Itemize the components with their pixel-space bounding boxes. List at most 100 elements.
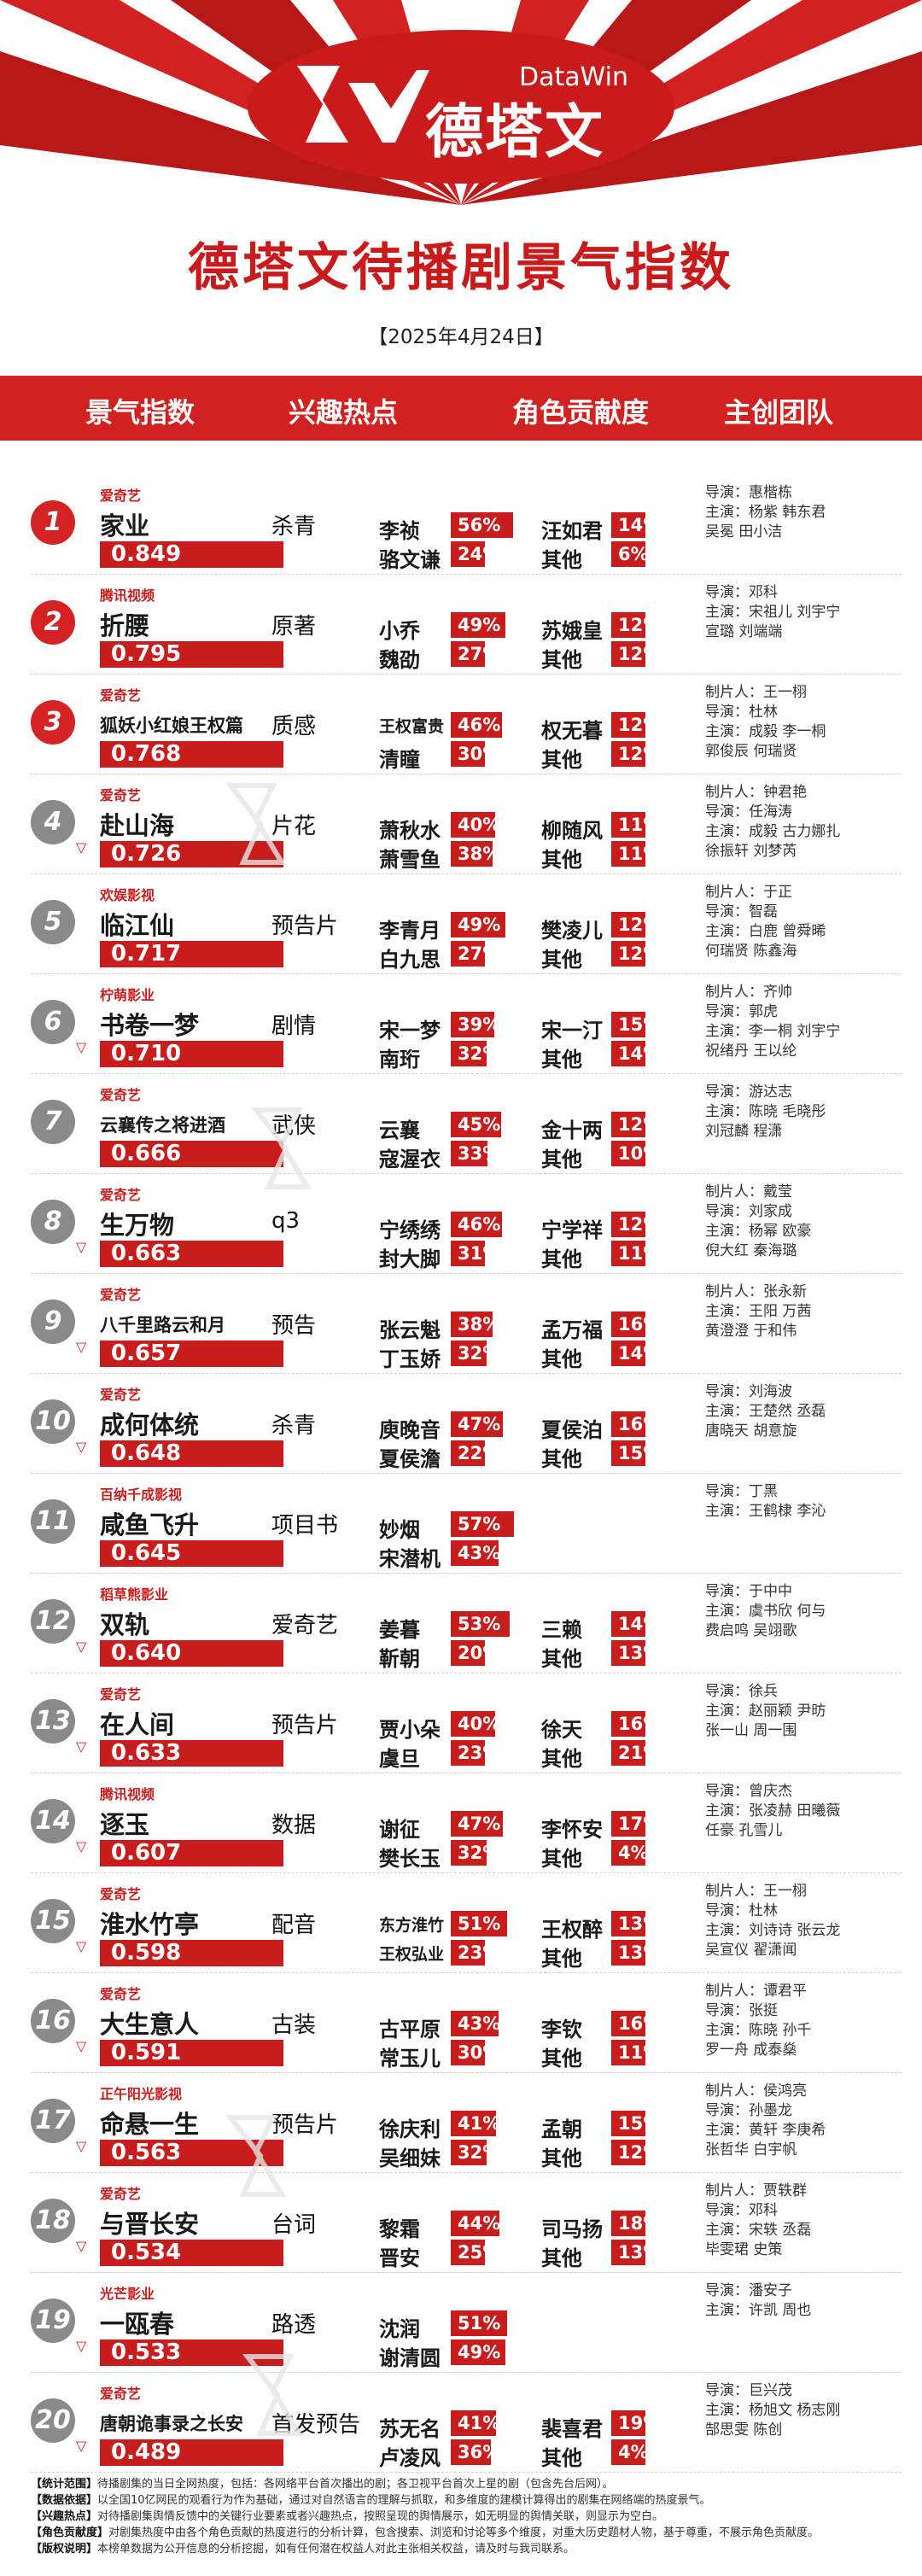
drama-title: 家业 [100,511,150,540]
crew-line: 导演：任海涛 [705,803,792,821]
role-name: 苏无名 [379,2417,441,2441]
role-share-bar: 57% [451,1511,515,1537]
col-header-role: 角色贡献度 [512,396,650,429]
drama-title: 八千里路云和月 [100,1315,225,1335]
ranking-row: 6 ▽ 柠萌影业 书卷一梦 0.710 剧情 宋一梦 39% 南珩 32% 宋一汀 15% 其他 14% 制… [31,974,902,1074]
score-bar: 0.489 [100,2439,283,2466]
crew-line: 制片人：侯鸿亮 [705,2082,807,2100]
crew-line: 黄澄澄 于和伟 [705,1323,797,1340]
role-share-bar: 56% [451,512,513,538]
crew-line: 导演：游达志 [705,1084,792,1101]
crew-line: 主演：王阳 万茜 [705,1303,812,1320]
role-share-bar: 4% [611,1840,649,1866]
rank-badge: 13 [31,1699,75,1744]
role-name: 徐天 [541,1718,582,1742]
crew-team: 制片人：张永新 主演：王阳 万茜 黄澄澄 于和伟 [705,1282,902,1341]
role-share-bar: 38% [451,841,500,867]
score-value: 0.563 [111,2140,182,2165]
crew-line: 导演：刘海波 [705,1383,792,1400]
role-name: 小乔 [379,619,420,643]
drama-title: 生万物 [100,1211,175,1240]
rank-badge: 14 [31,1799,75,1843]
score-value: 0.768 [111,741,182,767]
role-share-bar: 14% [611,1341,661,1366]
role-share-bar: 46% [451,1212,502,1237]
crew-line: 导演：丁黑 [705,1483,778,1500]
rank-badge: 7 [31,1100,75,1144]
crew-line: 唐晓天 胡意旋 [705,1422,797,1440]
crew-line: 导演：邓科 [705,2202,778,2219]
crew-line: 刘冠麟 程潇 [705,1123,783,1140]
header-banner: DataWin 德塔文 [0,0,922,205]
ranking-row: 8 ▽ 爱奇艺 生万物 0.663 q3 宁绣绣 46% 封大脚 31% 宁学祥 12% 其他 11% 制片… [31,1174,902,1274]
datawin-logo-icon [297,66,429,143]
platform-label: 爱奇艺 [100,1986,142,2002]
role-share-bar: 49% [451,912,505,938]
crew-line: 主演：宋祖儿 刘宇宁 [705,604,841,621]
role-share-bar: 47% [451,1411,504,1437]
crew-line: 主演：陈晓 毛晓彤 [705,1103,826,1120]
role-share-bar: 20% [451,1640,500,1666]
role-name: 苏娥皇 [541,619,603,643]
trend-down-icon: ▽ [76,839,87,856]
role-share-bar: 16% [611,1711,661,1737]
crew-team: 制片人：戴莹 导演：刘家成 主演：杨幂 欧豪 倪大红 秦海璐 [705,1183,902,1261]
role-name: 张云魁 [379,1318,441,1342]
score-value: 0.591 [111,2040,182,2065]
role-name: 寇渥衣 [379,1148,441,1171]
ranking-row: 13 ▽ 爱奇艺 在人间 0.633 预告片 贾小朵 40% 虞旦 23% 徐天 16% 其他 21% 导演… [31,1674,902,1773]
hot-topic: 预告片 [271,914,339,939]
role-name: 李怀安 [541,1818,603,1842]
role-name: 樊长玉 [379,1847,441,1871]
crew-line: 吴冕 田小洁 [705,523,783,540]
role-share-bar: 51% [451,2310,508,2336]
role-share-bar: 32% [451,1041,500,1066]
role-name: 其他 [541,1347,582,1371]
role-name: 古平原 [379,2018,441,2042]
crew-line: 主演：成毅 李一桐 [705,723,826,740]
trend-down-icon: ▽ [76,1938,87,1954]
role-name: 夏侯澹 [379,1447,441,1471]
role-name: 靳朝 [379,1647,420,1671]
footer-note: 【统计范围】待播剧集的当日全网热度，包括：各网络平台首次播出的剧；各卫视平台首次… [31,2476,893,2492]
role-name: 宋一汀 [541,1019,603,1043]
crew-line: 祝绪丹 王以纶 [705,1043,797,1060]
hot-topic: 剧情 [271,1013,317,1039]
platform-label: 腾讯视频 [100,1786,155,1802]
role-name: 其他 [541,1747,582,1771]
rank-badge: 3 [31,700,75,745]
trend-down-icon: ▽ [76,1738,87,1755]
role-name: 三赖 [541,1618,582,1642]
hot-topic: 首发预告 [271,2412,361,2438]
role-name: 贾小朵 [379,1718,441,1742]
role-name: 其他 [541,2147,582,2170]
ranking-row: 14 ▽ 腾讯视频 逐玉 0.607 数据 谢征 47% 樊长玉 32% 李怀安 17% 其他 4% 导演：… [31,1773,902,1873]
crew-line: 制片人：戴莹 [705,1183,792,1200]
role-name: 李钦 [541,2018,582,2042]
crew-line: 制片人：王一栩 [705,1883,807,1900]
role-share-bar: 11% [611,841,661,867]
footer-note-text: 待播剧集的当日全网热度，包括：各网络平台首次播出的剧；各卫视平台首次上星的剧（包… [97,2478,614,2491]
drama-title: 唐朝诡事录之长安 [100,2414,243,2434]
role-name: 其他 [541,748,582,772]
rank-badge: 9 [31,1300,75,1344]
role-name: 谢清圆 [379,2346,441,2370]
score-bar: 0.591 [100,2040,283,2066]
footer-note: 【兴趣热点】对待播剧集舆情反馈中的关键行业要素或者兴趣热点，按照呈现的舆情展示，… [31,2509,893,2525]
role-name: 李祯 [379,519,420,543]
trend-down-icon: ▽ [76,1838,87,1855]
role-share-bar: 21% [611,1740,661,1766]
score-bar: 0.633 [100,1740,283,1767]
role-share-bar: 43% [451,2011,500,2036]
col-header-crew: 主创团队 [724,396,834,429]
ranking-row: 17 ▽ 正午阳光影视 命悬一生 0.563 预告片 徐庆利 41% 吴细妹 32% 孟朝 15% 其他… [31,2073,902,2173]
score-bar: 0.534 [100,2240,283,2266]
role-share-bar: 32% [451,1840,500,1866]
drama-title: 赴山海 [100,811,175,840]
crew-line: 毕雯珺 史策 [705,2241,783,2258]
role-share-bar: 15% [611,1012,661,1037]
crew-line: 制片人：钟君艳 [705,784,807,801]
role-share-bar: 11% [611,2040,661,2065]
role-name: 白九思 [379,948,441,972]
role-share-bar: 40% [451,1711,500,1737]
